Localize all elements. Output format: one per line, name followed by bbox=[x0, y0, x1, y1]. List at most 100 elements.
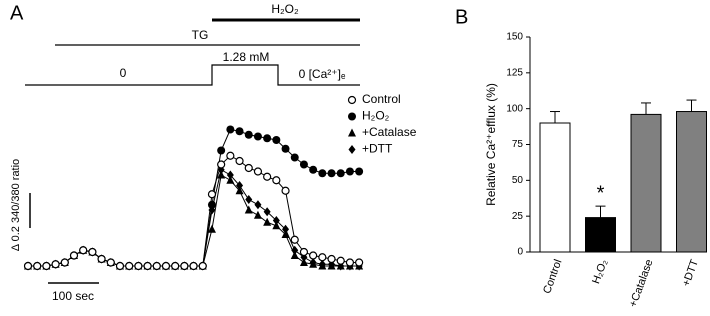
annotation: TG bbox=[192, 28, 209, 42]
marker bbox=[355, 258, 364, 267]
legend-label: +Catalase bbox=[362, 125, 417, 139]
marker bbox=[226, 175, 235, 184]
marker bbox=[60, 258, 69, 267]
marker bbox=[235, 127, 244, 136]
series-line bbox=[28, 155, 360, 267]
marker bbox=[272, 216, 280, 225]
marker bbox=[327, 254, 336, 264]
y-tick-label: 125 bbox=[506, 67, 523, 78]
legend-label: +DTT bbox=[362, 142, 393, 156]
y-tick-label: 0 bbox=[517, 247, 523, 258]
marker bbox=[171, 261, 180, 271]
marker bbox=[235, 156, 244, 166]
marker bbox=[254, 200, 262, 210]
marker bbox=[245, 195, 253, 204]
marker bbox=[309, 259, 318, 268]
marker bbox=[161, 261, 171, 271]
protocol-trace bbox=[25, 64, 360, 86]
bar bbox=[585, 217, 616, 253]
bar bbox=[676, 111, 707, 253]
marker bbox=[226, 151, 235, 160]
marker bbox=[281, 144, 290, 153]
marker bbox=[69, 251, 79, 260]
marker bbox=[198, 261, 207, 271]
x-tick-label: Control bbox=[541, 258, 564, 295]
scale-label: 100 sec bbox=[52, 289, 94, 303]
marker bbox=[244, 205, 253, 214]
marker bbox=[115, 261, 125, 271]
marker bbox=[299, 258, 308, 266]
series-line bbox=[28, 174, 360, 267]
marker bbox=[327, 261, 336, 270]
marker bbox=[180, 261, 189, 271]
marker bbox=[253, 210, 262, 219]
marker bbox=[244, 163, 253, 173]
legend-label: Control bbox=[362, 92, 401, 106]
marker bbox=[236, 181, 244, 190]
marker bbox=[355, 167, 364, 176]
marker bbox=[272, 136, 281, 144]
marker bbox=[134, 261, 143, 271]
marker bbox=[226, 170, 234, 180]
marker bbox=[336, 261, 345, 270]
annotation: 1.28 mM bbox=[223, 50, 270, 64]
marker bbox=[299, 160, 308, 169]
marker bbox=[226, 125, 235, 134]
marker bbox=[299, 247, 309, 257]
annotation: * bbox=[597, 182, 605, 204]
marker bbox=[336, 256, 345, 265]
marker bbox=[51, 260, 60, 269]
marker bbox=[244, 130, 253, 139]
marker bbox=[79, 246, 88, 255]
annotation: H₂O₂ bbox=[271, 2, 299, 16]
marker bbox=[88, 247, 97, 257]
x-tick-label: +Catalase bbox=[627, 258, 655, 309]
panel-label: B bbox=[455, 6, 468, 28]
legend-marker bbox=[348, 112, 356, 121]
marker bbox=[282, 224, 290, 234]
marker bbox=[152, 261, 161, 271]
marker bbox=[253, 167, 263, 176]
marker bbox=[281, 186, 290, 195]
panel-label: A bbox=[10, 2, 24, 24]
marker bbox=[217, 160, 226, 169]
bar bbox=[539, 122, 571, 253]
marker bbox=[23, 261, 33, 271]
marker bbox=[263, 134, 272, 143]
legend-label: H₂O₂ bbox=[362, 109, 390, 123]
marker bbox=[263, 172, 272, 181]
marker bbox=[217, 170, 226, 179]
marker bbox=[106, 258, 115, 267]
x-tick-label: H₂O₂ bbox=[590, 258, 610, 286]
marker bbox=[318, 261, 327, 270]
marker bbox=[327, 169, 336, 178]
marker bbox=[281, 230, 290, 238]
marker bbox=[42, 261, 51, 271]
y-tick-label: 150 bbox=[506, 32, 523, 43]
y-tick-label: 75 bbox=[512, 139, 524, 150]
marker bbox=[318, 169, 327, 178]
y-tick-label: 100 bbox=[506, 103, 523, 114]
marker bbox=[207, 224, 216, 233]
marker bbox=[207, 200, 216, 209]
marker bbox=[309, 251, 318, 260]
marker bbox=[345, 167, 354, 176]
annotation: 0 [Ca²⁺]ₑ bbox=[299, 67, 346, 81]
marker bbox=[125, 261, 134, 271]
scale-label: Δ 0.2 340/380 ratio bbox=[10, 159, 22, 251]
legend-marker bbox=[348, 145, 356, 154]
marker bbox=[33, 261, 42, 271]
marker bbox=[272, 176, 281, 185]
marker bbox=[345, 258, 355, 267]
y-tick-label: 50 bbox=[512, 175, 524, 186]
marker bbox=[336, 169, 345, 178]
marker bbox=[309, 165, 318, 174]
marker bbox=[97, 254, 106, 264]
marker bbox=[143, 261, 152, 271]
x-tick-label: +DTT bbox=[680, 258, 701, 288]
legend-marker bbox=[347, 95, 357, 105]
marker bbox=[272, 221, 281, 230]
marker bbox=[290, 153, 299, 162]
y-axis-label: Relative Ca²⁺efflux (%) bbox=[484, 83, 498, 206]
